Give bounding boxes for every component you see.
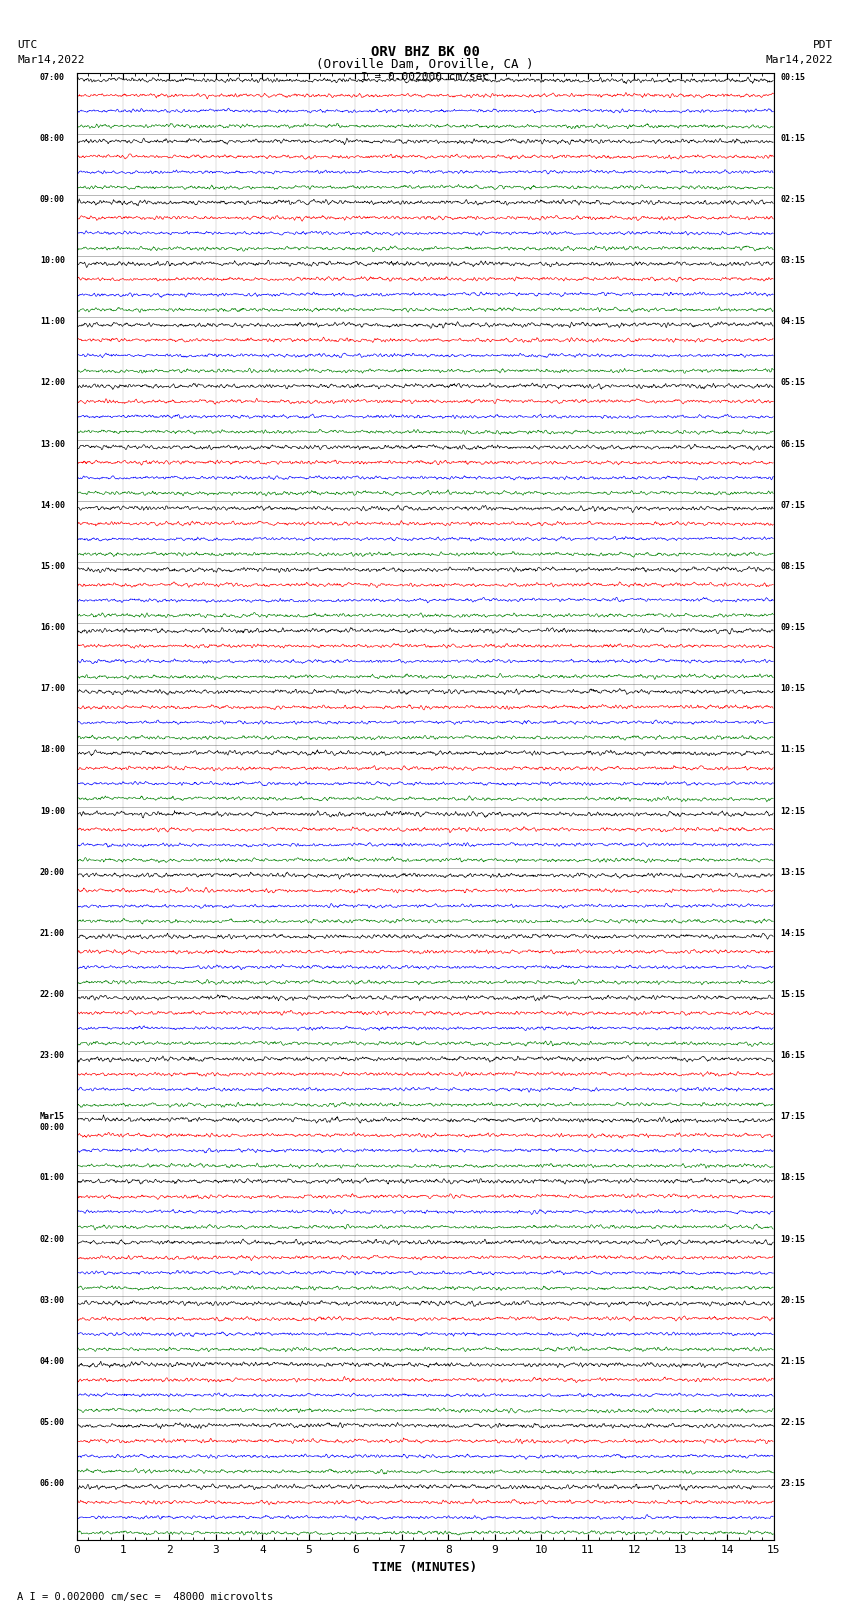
Text: 22:00: 22:00 xyxy=(40,990,65,998)
Text: Mar14,2022: Mar14,2022 xyxy=(17,55,84,65)
Text: I = 0.002000 cm/sec: I = 0.002000 cm/sec xyxy=(361,73,489,82)
Text: 18:00: 18:00 xyxy=(40,745,65,755)
Text: 12:00: 12:00 xyxy=(40,379,65,387)
Text: 10:00: 10:00 xyxy=(40,256,65,265)
Text: 07:15: 07:15 xyxy=(780,500,806,510)
Text: 16:15: 16:15 xyxy=(780,1052,806,1060)
Text: 14:00: 14:00 xyxy=(40,500,65,510)
Text: 03:00: 03:00 xyxy=(40,1295,65,1305)
Text: 15:00: 15:00 xyxy=(40,561,65,571)
Text: 17:00: 17:00 xyxy=(40,684,65,694)
Text: 08:15: 08:15 xyxy=(780,561,806,571)
Text: 10:15: 10:15 xyxy=(780,684,806,694)
Text: 21:15: 21:15 xyxy=(780,1357,806,1366)
Text: 00:15: 00:15 xyxy=(780,73,806,82)
Text: A I = 0.002000 cm/sec =  48000 microvolts: A I = 0.002000 cm/sec = 48000 microvolts xyxy=(17,1592,273,1602)
Text: 09:15: 09:15 xyxy=(780,623,806,632)
Text: 16:00: 16:00 xyxy=(40,623,65,632)
Text: 20:00: 20:00 xyxy=(40,868,65,876)
Text: 11:00: 11:00 xyxy=(40,318,65,326)
Text: 18:15: 18:15 xyxy=(780,1174,806,1182)
Text: ORV BHZ BK 00: ORV BHZ BK 00 xyxy=(371,45,479,58)
Text: 04:00: 04:00 xyxy=(40,1357,65,1366)
Text: 06:15: 06:15 xyxy=(780,440,806,448)
Text: 19:15: 19:15 xyxy=(780,1234,806,1244)
Text: 13:15: 13:15 xyxy=(780,868,806,876)
Text: 15:15: 15:15 xyxy=(780,990,806,998)
Text: Mar14,2022: Mar14,2022 xyxy=(766,55,833,65)
Text: 01:00: 01:00 xyxy=(40,1174,65,1182)
Text: 09:00: 09:00 xyxy=(40,195,65,203)
Text: 20:15: 20:15 xyxy=(780,1295,806,1305)
Text: Mar15
00:00: Mar15 00:00 xyxy=(40,1113,65,1132)
Text: 21:00: 21:00 xyxy=(40,929,65,937)
Text: PDT: PDT xyxy=(813,40,833,50)
Text: 17:15: 17:15 xyxy=(780,1113,806,1121)
Text: 02:15: 02:15 xyxy=(780,195,806,203)
Text: 03:15: 03:15 xyxy=(780,256,806,265)
Text: 23:00: 23:00 xyxy=(40,1052,65,1060)
Text: 02:00: 02:00 xyxy=(40,1234,65,1244)
Text: 08:00: 08:00 xyxy=(40,134,65,142)
Text: 01:15: 01:15 xyxy=(780,134,806,142)
Text: 23:15: 23:15 xyxy=(780,1479,806,1489)
X-axis label: TIME (MINUTES): TIME (MINUTES) xyxy=(372,1561,478,1574)
Text: 05:00: 05:00 xyxy=(40,1418,65,1428)
Text: 06:00: 06:00 xyxy=(40,1479,65,1489)
Text: 12:15: 12:15 xyxy=(780,806,806,816)
Text: 04:15: 04:15 xyxy=(780,318,806,326)
Text: 14:15: 14:15 xyxy=(780,929,806,937)
Text: 13:00: 13:00 xyxy=(40,440,65,448)
Text: UTC: UTC xyxy=(17,40,37,50)
Text: 11:15: 11:15 xyxy=(780,745,806,755)
Text: 07:00: 07:00 xyxy=(40,73,65,82)
Text: (Oroville Dam, Oroville, CA ): (Oroville Dam, Oroville, CA ) xyxy=(316,58,534,71)
Text: 05:15: 05:15 xyxy=(780,379,806,387)
Text: 22:15: 22:15 xyxy=(780,1418,806,1428)
Text: 19:00: 19:00 xyxy=(40,806,65,816)
